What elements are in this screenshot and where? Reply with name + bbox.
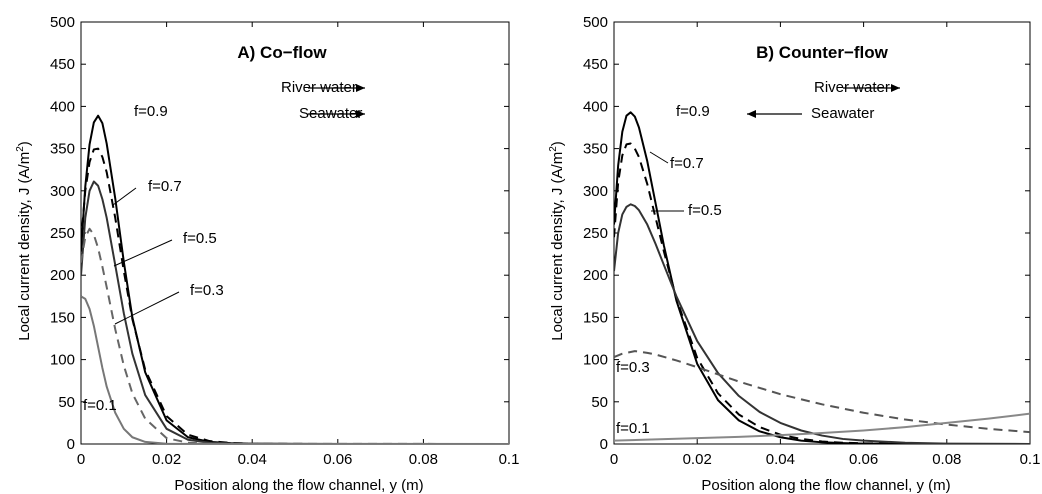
y-tick-label: 300: [50, 183, 75, 200]
y-axis-label-close: ): [16, 141, 33, 146]
series-line-f-0.5: [81, 180, 509, 444]
y-tick-label: 200: [583, 267, 608, 284]
arrowhead-icon: [356, 110, 365, 118]
x-tick-label: 0.06: [323, 451, 352, 468]
x-tick-label: 0.1: [499, 451, 520, 468]
y-axis-label-close: ): [549, 141, 566, 146]
curve-label: f=0.3: [616, 359, 650, 376]
y-axis-label-main: Local current density, J (A/m: [16, 152, 33, 341]
y-tick-label: 100: [583, 352, 608, 369]
curve-label-leader: [649, 151, 669, 164]
y-tick-label: 450: [583, 56, 608, 73]
y-tick-label: 0: [600, 436, 608, 453]
x-axis-label: Position along the flow channel, y (m): [701, 477, 950, 494]
curve-label-leader: [114, 291, 180, 325]
arrowhead-icon: [356, 84, 365, 92]
flow-label-seawater: Seawater: [811, 105, 874, 122]
series-line-f-0.7: [81, 147, 509, 444]
curve-label: f=0.3: [190, 282, 224, 299]
chart-counter-flow: 0 0.02 0.04 0.06 0.08 0.1 0 50 100 150 200 250 300 35…: [548, 14, 1040, 494]
arrowhead-icon: [747, 110, 756, 118]
y-axis-label: Local current density, J (A/m2): [15, 141, 33, 341]
series-line-f-0.3: [614, 350, 1030, 434]
x-axis-label: Position along the flow channel, y (m): [174, 477, 423, 494]
curve-label: f=0.1: [616, 420, 650, 437]
curve-label: f=0.9: [676, 103, 710, 120]
x-tick-label: 0.02: [152, 451, 181, 468]
y-axis-label-main: Local current density, J (A/m: [549, 152, 566, 341]
x-tick-label: 0.08: [409, 451, 438, 468]
y-tick-label: 250: [583, 225, 608, 242]
curve-label: f=0.7: [148, 178, 182, 195]
y-tick-label: 150: [583, 309, 608, 326]
chart-co-flow: 0 0.02 0.04 0.06 0.08 0.1 0 50 100 150 200 250 300 35…: [15, 14, 519, 494]
curve-label-leader: [113, 239, 173, 267]
y-axis-label-superscript: 2: [15, 146, 26, 152]
y-tick-label: 350: [50, 141, 75, 158]
series-line-f-0.3: [81, 227, 509, 444]
x-tick-label: 0: [610, 451, 618, 468]
y-tick-label: 500: [50, 14, 75, 31]
x-tick-label: 0.06: [849, 451, 878, 468]
x-tick-label: 0: [77, 451, 85, 468]
y-tick-label: 100: [50, 352, 75, 369]
curve-label-leader: [112, 187, 137, 206]
curve-label: f=0.7: [670, 155, 704, 172]
y-tick-label: 400: [583, 98, 608, 115]
series-line-f-0.1: [614, 412, 1030, 442]
y-tick-label: 200: [50, 267, 75, 284]
series-line-f-0.1: [81, 295, 509, 444]
x-tick-label: 0.04: [766, 451, 795, 468]
series-line-f-0.5: [614, 203, 1030, 444]
y-tick-label: 50: [591, 394, 608, 411]
y-tick-label: 450: [50, 56, 75, 73]
curve-label: f=0.1: [83, 397, 117, 414]
arrowhead-icon: [891, 84, 900, 92]
chart-title: A) Co−flow: [237, 43, 327, 62]
y-tick-label: 150: [50, 309, 75, 326]
x-tick-label: 0.04: [238, 451, 267, 468]
y-axis-label-superscript: 2: [548, 146, 559, 152]
x-tick-label: 0.1: [1020, 451, 1041, 468]
y-axis-label: Local current density, J (A/m2): [548, 141, 566, 341]
y-tick-label: 300: [583, 183, 608, 200]
y-tick-label: 0: [67, 436, 75, 453]
curve-label: f=0.5: [183, 230, 217, 247]
x-tick-label: 0.08: [932, 451, 961, 468]
y-tick-label: 50: [58, 394, 75, 411]
series-line-f-0.7: [614, 142, 1030, 444]
y-tick-label: 500: [583, 14, 608, 31]
chart-title: B) Counter−flow: [756, 43, 889, 62]
curve-label: f=0.9: [134, 103, 168, 120]
y-tick-label: 350: [583, 141, 608, 158]
y-tick-label: 250: [50, 225, 75, 242]
x-tick-label: 0.02: [683, 451, 712, 468]
curve-label: f=0.5: [688, 202, 722, 219]
y-tick-label: 400: [50, 98, 75, 115]
